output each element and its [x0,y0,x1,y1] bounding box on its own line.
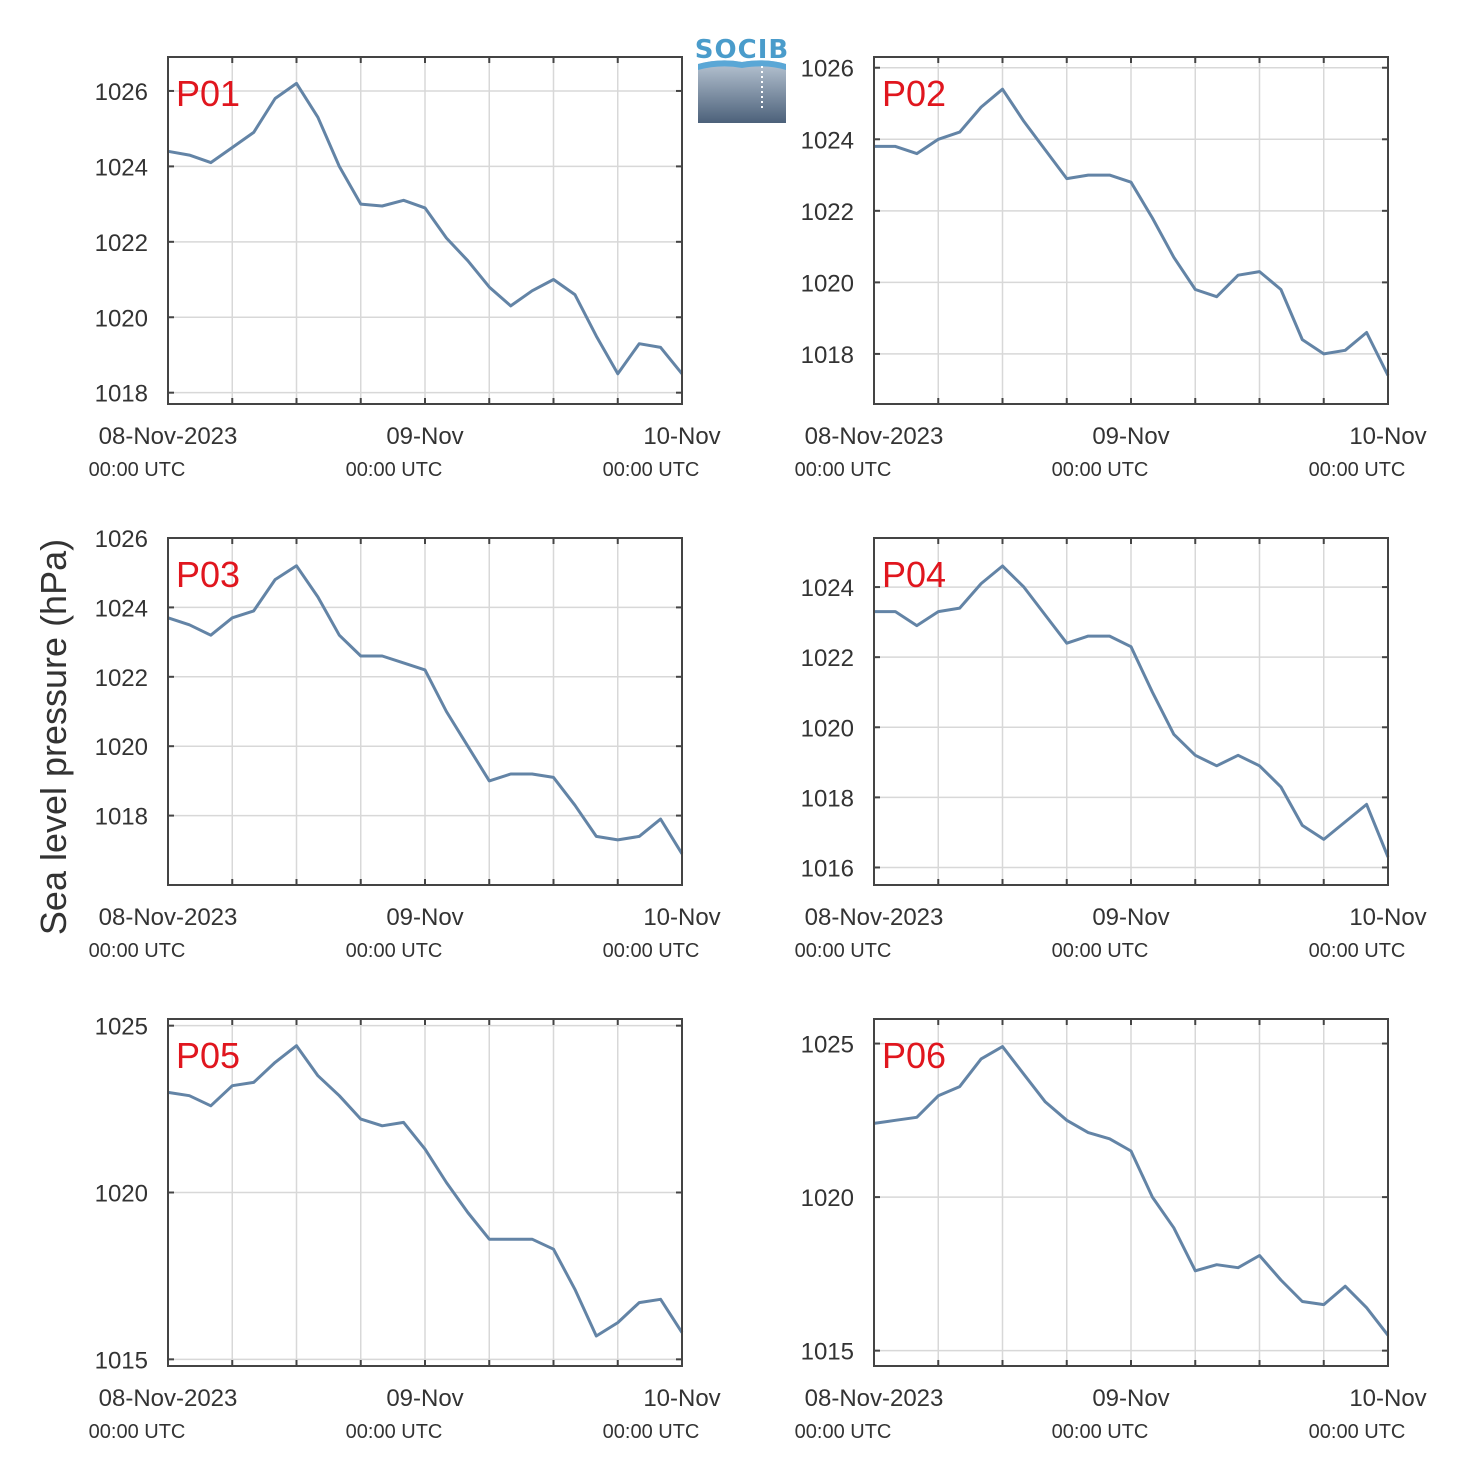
x-tick-label-time: 00:00 UTC [1309,940,1406,962]
chart-panel-p03: 1018 1020 1022 1024 1026 08-Nov-2023 00:00 UTC… [89,526,721,962]
x-tick-label-date: 10-Nov [643,904,720,931]
y-tick-label: 1020 [801,270,854,297]
x-tick-label-date: 08-Nov-2023 [99,423,238,450]
panel-label: P01 [176,73,240,114]
y-tick-label: 1020 [95,734,148,761]
x-tick-label-time: 00:00 UTC [603,459,700,481]
x-tick-label-time: 00:00 UTC [1309,459,1406,481]
series-line [874,564,1390,858]
y-tick-label: 1024 [801,127,854,154]
y-tick-label: 1022 [801,645,854,672]
panel-label: P03 [176,554,240,595]
y-axis-label: Sea level pressure (hPa) [33,539,74,935]
x-tick-label-date: 10-Nov [643,423,720,450]
x-tick-label-date: 09-Nov [1092,423,1169,450]
logo-sea-shape [698,60,786,123]
x-tick-label-date: 09-Nov [386,904,463,931]
y-tick-label: 1015 [95,1347,148,1374]
x-tick-label-time: 00:00 UTC [1052,940,1149,962]
series-line [167,81,684,376]
y-tick-label: 1022 [95,665,148,692]
x-tick-label-date: 08-Nov-2023 [99,904,238,931]
x-tick-label-date: 10-Nov [1349,1385,1426,1412]
y-tick-label: 1026 [95,526,148,553]
x-tick-label-date: 08-Nov-2023 [805,1385,944,1412]
y-tick-label: 1020 [95,305,148,332]
y-tick-label: 1024 [95,595,148,622]
x-tick-label-time: 00:00 UTC [1052,459,1149,481]
y-tick-label: 1026 [95,79,148,106]
y-tick-label: 1024 [801,575,854,602]
x-tick-label-time: 00:00 UTC [89,1421,186,1443]
y-tick-label: 1020 [801,1185,854,1212]
x-tick-label-time: 00:00 UTC [346,1421,443,1443]
x-tick-label-time: 00:00 UTC [1309,1421,1406,1443]
logo-text: SOCIB [695,35,789,65]
chart-panel-p01: 1018 1020 1022 1024 1026 08-Nov-2023 00:00 UTC… [89,56,721,481]
chart-panel-p06: 1015 1020 1025 08-Nov-2023 00:00 UTC 09-Nov 00… [795,1018,1427,1443]
y-tick-label: 1020 [801,715,854,742]
series-line [167,564,684,855]
panel-label: P06 [882,1035,946,1076]
x-tick-label-date: 10-Nov [643,1385,720,1412]
x-tick-label-time: 00:00 UTC [1052,1421,1149,1443]
x-tick-label-date: 08-Nov-2023 [805,423,944,450]
x-tick-label-time: 00:00 UTC [346,459,443,481]
y-tick-label: 1016 [801,855,854,882]
x-tick-label-date: 09-Nov [386,423,463,450]
x-tick-label-time: 00:00 UTC [795,940,892,962]
y-tick-label: 1018 [95,804,148,831]
chart-panel-p04: 1016 1018 1020 1022 1024 08-Nov-2023 00:00 UTC… [795,537,1427,962]
y-tick-label: 1026 [801,56,854,83]
panel-label: P05 [176,1035,240,1076]
series-line [873,1045,1390,1337]
logo-wave [698,60,786,70]
x-tick-label-date: 08-Nov-2023 [805,904,944,931]
x-tick-label-date: 09-Nov [1092,1385,1169,1412]
y-tick-label: 1022 [801,199,854,226]
x-tick-label-time: 00:00 UTC [89,459,186,481]
y-tick-label: 1025 [801,1032,854,1059]
y-tick-label: 1018 [95,381,148,408]
x-tick-label-date: 10-Nov [1349,904,1426,931]
socib-logo: SOCIB [695,35,789,123]
y-tick-label: 1022 [95,230,148,257]
series-line [167,1044,684,1338]
x-tick-label-time: 00:00 UTC [795,459,892,481]
chart-panel-p05: 1015 1020 1025 08-Nov-2023 00:00 UTC 09-Nov 00… [89,1014,721,1443]
y-tick-label: 1015 [801,1339,854,1366]
series-line [874,87,1390,377]
x-tick-label-time: 00:00 UTC [603,940,700,962]
panel-label: P04 [882,554,946,595]
y-tick-label: 1024 [95,154,148,181]
x-tick-label-time: 00:00 UTC [603,1421,700,1443]
y-tick-label: 1018 [801,785,854,812]
y-tick-label: 1020 [95,1181,148,1208]
x-tick-label-time: 00:00 UTC [795,1421,892,1443]
x-tick-label-time: 00:00 UTC [346,940,443,962]
x-tick-label-date: 10-Nov [1349,423,1426,450]
x-tick-label-time: 00:00 UTC [89,940,186,962]
x-tick-label-date: 09-Nov [1092,904,1169,931]
y-tick-label: 1025 [95,1014,148,1041]
x-tick-label-date: 09-Nov [386,1385,463,1412]
x-tick-label-date: 08-Nov-2023 [99,1385,238,1412]
panel-label: P02 [882,73,946,114]
chart-panel-p02: 1018 1020 1022 1024 1026 08-Nov-2023 00:00 UTC… [795,56,1427,481]
y-tick-label: 1018 [801,342,854,369]
